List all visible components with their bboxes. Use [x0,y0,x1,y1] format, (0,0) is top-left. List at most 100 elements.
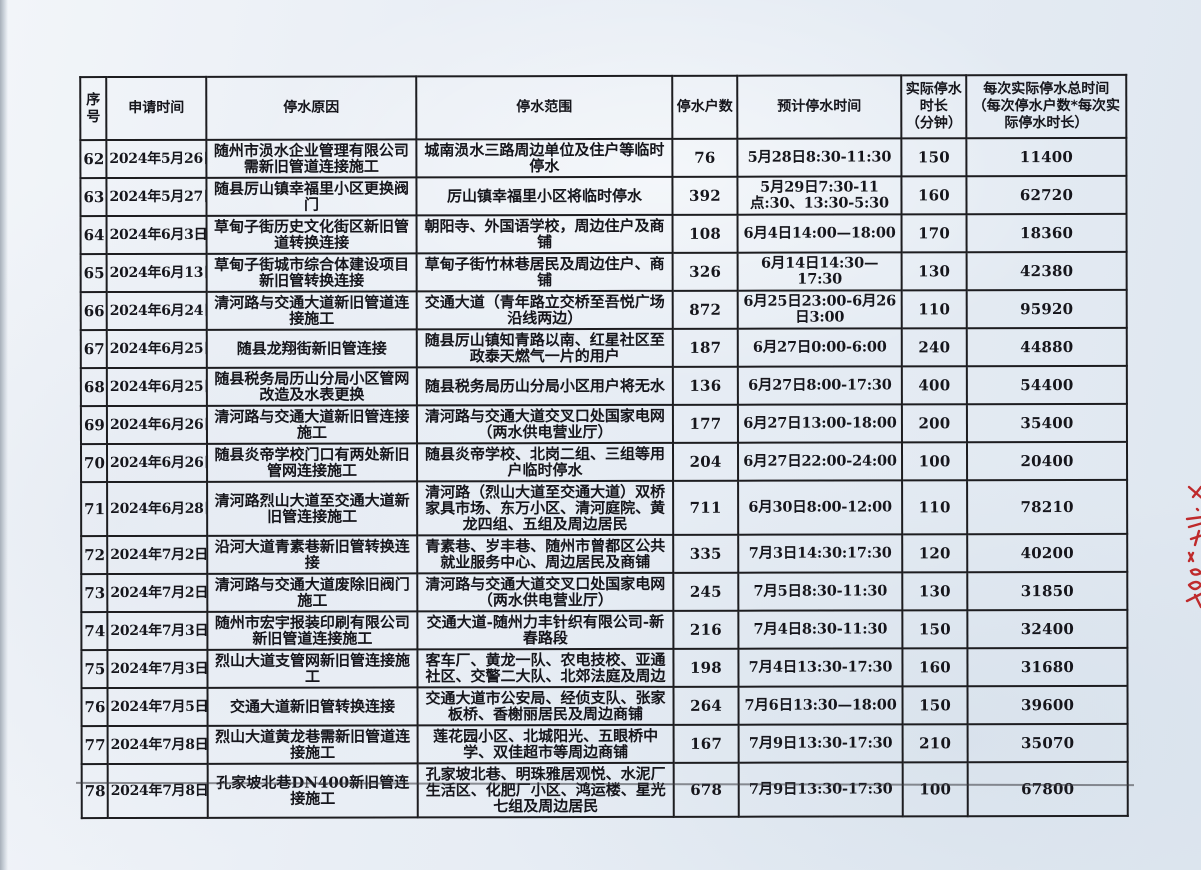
cell-households: 136 [672,366,738,405]
cell-reason: 交通大道新旧管转换连接 [207,687,418,726]
table-row: 67 2024年6月25日 随县龙翔街新旧管连接 随县厉山镇知青路以南、红星社区至政泰… [80,327,1127,369]
cell-apply_date: 2024年6月26日 [106,405,207,445]
cell-households: 187 [672,328,738,367]
table-row: 64 2024年6月3日 草甸子街历史文化街区新旧管道转换连接 朝阳寺、外国语学校，周… [80,213,1127,255]
cell-scope: 青素巷、岁丰巷、随州市曾都区公共就业服务中心、周边居民及商铺 [417,534,674,574]
cell-no: 75 [81,650,108,689]
cell-households: 198 [673,648,739,687]
table-row: 78 2024年7月8日 孔家坡北巷DN400新旧管连接施工 孔家坡北巷、明珠雅居观悦… [81,761,1128,819]
cell-households: 108 [672,214,738,253]
cell-actual_minutes: 110 [902,480,968,535]
cell-actual_minutes: 100 [902,762,968,817]
cell-reason: 烈山大道黄龙巷需新旧管道连接施工 [207,725,418,764]
cell-no: 65 [80,254,107,293]
cell-no: 70 [80,444,108,483]
table-row: 65 2024年6月13日 草甸子街城市综合体建设项目新旧管转换连接 草甸子街竹林巷居… [80,251,1127,293]
col-header-scope: 停水范围 [416,75,673,140]
cell-actual_minutes: 150 [901,138,967,177]
red-handwriting-mark [1185,485,1201,609]
cell-no: 64 [80,216,107,255]
cell-apply_date: 2024年6月28日 [107,481,208,537]
cell-households: 335 [673,534,739,573]
cell-reason: 清河路与交通大道新旧管连接施工 [206,405,417,444]
cell-households: 167 [673,724,739,763]
cell-no: 71 [81,482,108,537]
cell-total_time: 35400 [966,403,1127,443]
cell-planned_time: 7月9日13:30-17:30 [738,762,903,817]
cell-total_time: 42380 [966,251,1127,291]
cell-scope: 清河路与交通大道交叉口处国家电网（两水供电营业厅） [417,572,674,612]
cell-scope: 孔家坡北巷、明珠雅居观悦、水泥厂生活区、化肥厂小区、鸿运楼、星光七组及周边居民 [417,762,674,818]
cell-scope: 城南涢水三路周边单位及住户等临时停水 [416,138,673,178]
cell-scope: 朝阳寺、外国语学校，周边住户及商铺 [416,214,673,254]
cell-reason: 随县厉山镇幸福里小区更换阀门 [206,177,417,216]
cell-actual_minutes: 120 [902,534,968,573]
cell-actual_minutes: 170 [901,214,967,253]
cell-no: 62 [80,140,107,179]
cell-planned_time: 7月6日13:30—18:00 [738,686,903,725]
cell-scope: 客车厂、黄龙一队、农电技校、亚通社区、交警二大队、北郊法庭及周边 [417,648,674,688]
cell-total_time: 62720 [966,175,1127,215]
table-row: 74 2024年7月3日 随州市宏宇报装印刷有限公司新旧管道连接施工 交通大道-随州力… [81,609,1128,651]
cell-actual_minutes: 240 [901,328,967,367]
table-row: 68 2024年6月25日 随县税务局历山分局小区管网改造及水表更换 随县税务局历山分… [80,365,1127,407]
cell-apply_date: 2024年6月26日 [106,443,208,483]
cell-total_time: 78210 [967,479,1128,535]
cell-actual_minutes: 160 [902,648,968,687]
cell-reason: 随州市宏宇报装印刷有限公司新旧管道连接施工 [207,611,418,650]
table-row: 77 2024年7月8日 烈山大道黄龙巷需新旧管道连接施工 莲花园小区、北城阳光、五眼… [81,723,1128,765]
cell-scope: 交通大道（青年路立交桥至吾悦广场沿线两边） [416,290,673,330]
cell-actual_minutes: 210 [902,724,968,763]
cell-total_time: 40200 [967,533,1128,573]
cell-total_time: 39600 [967,685,1128,725]
cell-total_time: 44880 [966,327,1127,367]
cell-reason: 清河路与交通大道废除旧阀门施工 [207,573,418,612]
cell-total_time: 54400 [966,365,1127,405]
cell-planned_time: 7月9日13:30-17:30 [738,724,903,763]
cell-reason: 清河路与交通大道新旧管道连接施工 [206,291,417,330]
table-row: 73 2024年7月2日 清河路与交通大道废除旧阀门施工 清河路与交通大道交叉口处国家… [81,571,1128,613]
cell-no: 67 [80,330,107,369]
cell-planned_time: 6月30日8:00-12:00 [738,480,903,535]
cell-planned_time: 6月25日23:00-6月26日3:00 [737,290,902,329]
scan-left-edge-shadow [0,0,8,870]
cell-planned_time: 7月4日8:30-11:30 [738,610,903,649]
cell-total_time: 67800 [967,761,1128,817]
cell-no: 76 [81,688,108,727]
cell-planned_time: 5月28日8:30-11:30 [737,138,902,177]
cell-total_time: 31850 [967,571,1128,611]
cell-households: 177 [672,404,738,443]
cell-scope: 莲花园小区、北城阳光、五眼桥中学、双佳超市等周边商铺 [417,724,674,764]
cell-apply_date: 2024年6月13日 [106,253,207,293]
cell-apply_date: 2024年7月3日 [107,611,208,651]
cell-reason: 沿河大道青素巷新旧管转换连接 [207,535,418,574]
cell-planned_time: 7月3日14:30:17:30 [738,534,903,573]
cell-total_time: 18360 [966,213,1127,253]
cell-reason: 孔家坡北巷DN400新旧管连接施工 [207,763,418,818]
cell-apply_date: 2024年7月2日 [107,535,208,575]
table-row: 66 2024年6月24日 清河路与交通大道新旧管道连接施工 交通大道（青年路立交桥至… [80,289,1127,331]
cell-reason: 随县炎帝学校门口有两处新旧管网连接施工 [206,443,418,482]
table-row: 69 2024年6月26日 清河路与交通大道新旧管连接施工 清河路与交通大道交叉口处国… [80,403,1127,445]
table-row: 63 2024年5月27日 随县厉山镇幸福里小区更换阀门 厉山镇幸福里小区将临时停水 3… [80,175,1127,217]
table-row: 70 2024年6月26日 随县炎帝学校门口有两处新旧管网连接施工 随县炎帝学校、北岗… [80,441,1128,483]
cell-apply_date: 2024年6月25日 [106,329,207,369]
cell-no: 73 [81,574,108,613]
cell-households: 392 [672,176,738,215]
water-outage-table: 序号 申请时间 停水原因 停水范围 停水户数 预计停水时间 实际停水 时长 （分… [79,74,1129,819]
col-header-households: 停水户数 [672,75,738,139]
table-body: 62 2024年5月26日 随州市涢水企业管理有限公司需新旧管道连接施工 城南涢水三路… [80,137,1128,819]
table-row: 75 2024年7月3日 烈山大道支管网新旧管连接施工 客车厂、黄龙一队、农电技校、亚… [81,647,1128,689]
table-header-row: 序号 申请时间 停水原因 停水范围 停水户数 预计停水时间 实际停水 时长 （分… [80,74,1127,141]
cell-no: 78 [81,764,108,819]
cell-reason: 随州市涢水企业管理有限公司需新旧管道连接施工 [206,139,417,178]
cell-no: 77 [81,726,108,765]
cell-households: 872 [672,290,738,329]
cell-scope: 清河路（烈山大道至交通大道）双桥家具市场、东万小区、清河庭院、黄龙四组、五组及周… [417,480,674,536]
cell-actual_minutes: 130 [902,572,968,611]
cell-actual_minutes: 150 [902,610,968,649]
cell-scope: 清河路与交通大道交叉口处国家电网（两水供电营业厅） [416,404,673,444]
cell-total_time: 32400 [967,609,1128,649]
cell-apply_date: 2024年6月25日 [106,367,207,407]
cell-actual_minutes: 160 [901,176,967,215]
